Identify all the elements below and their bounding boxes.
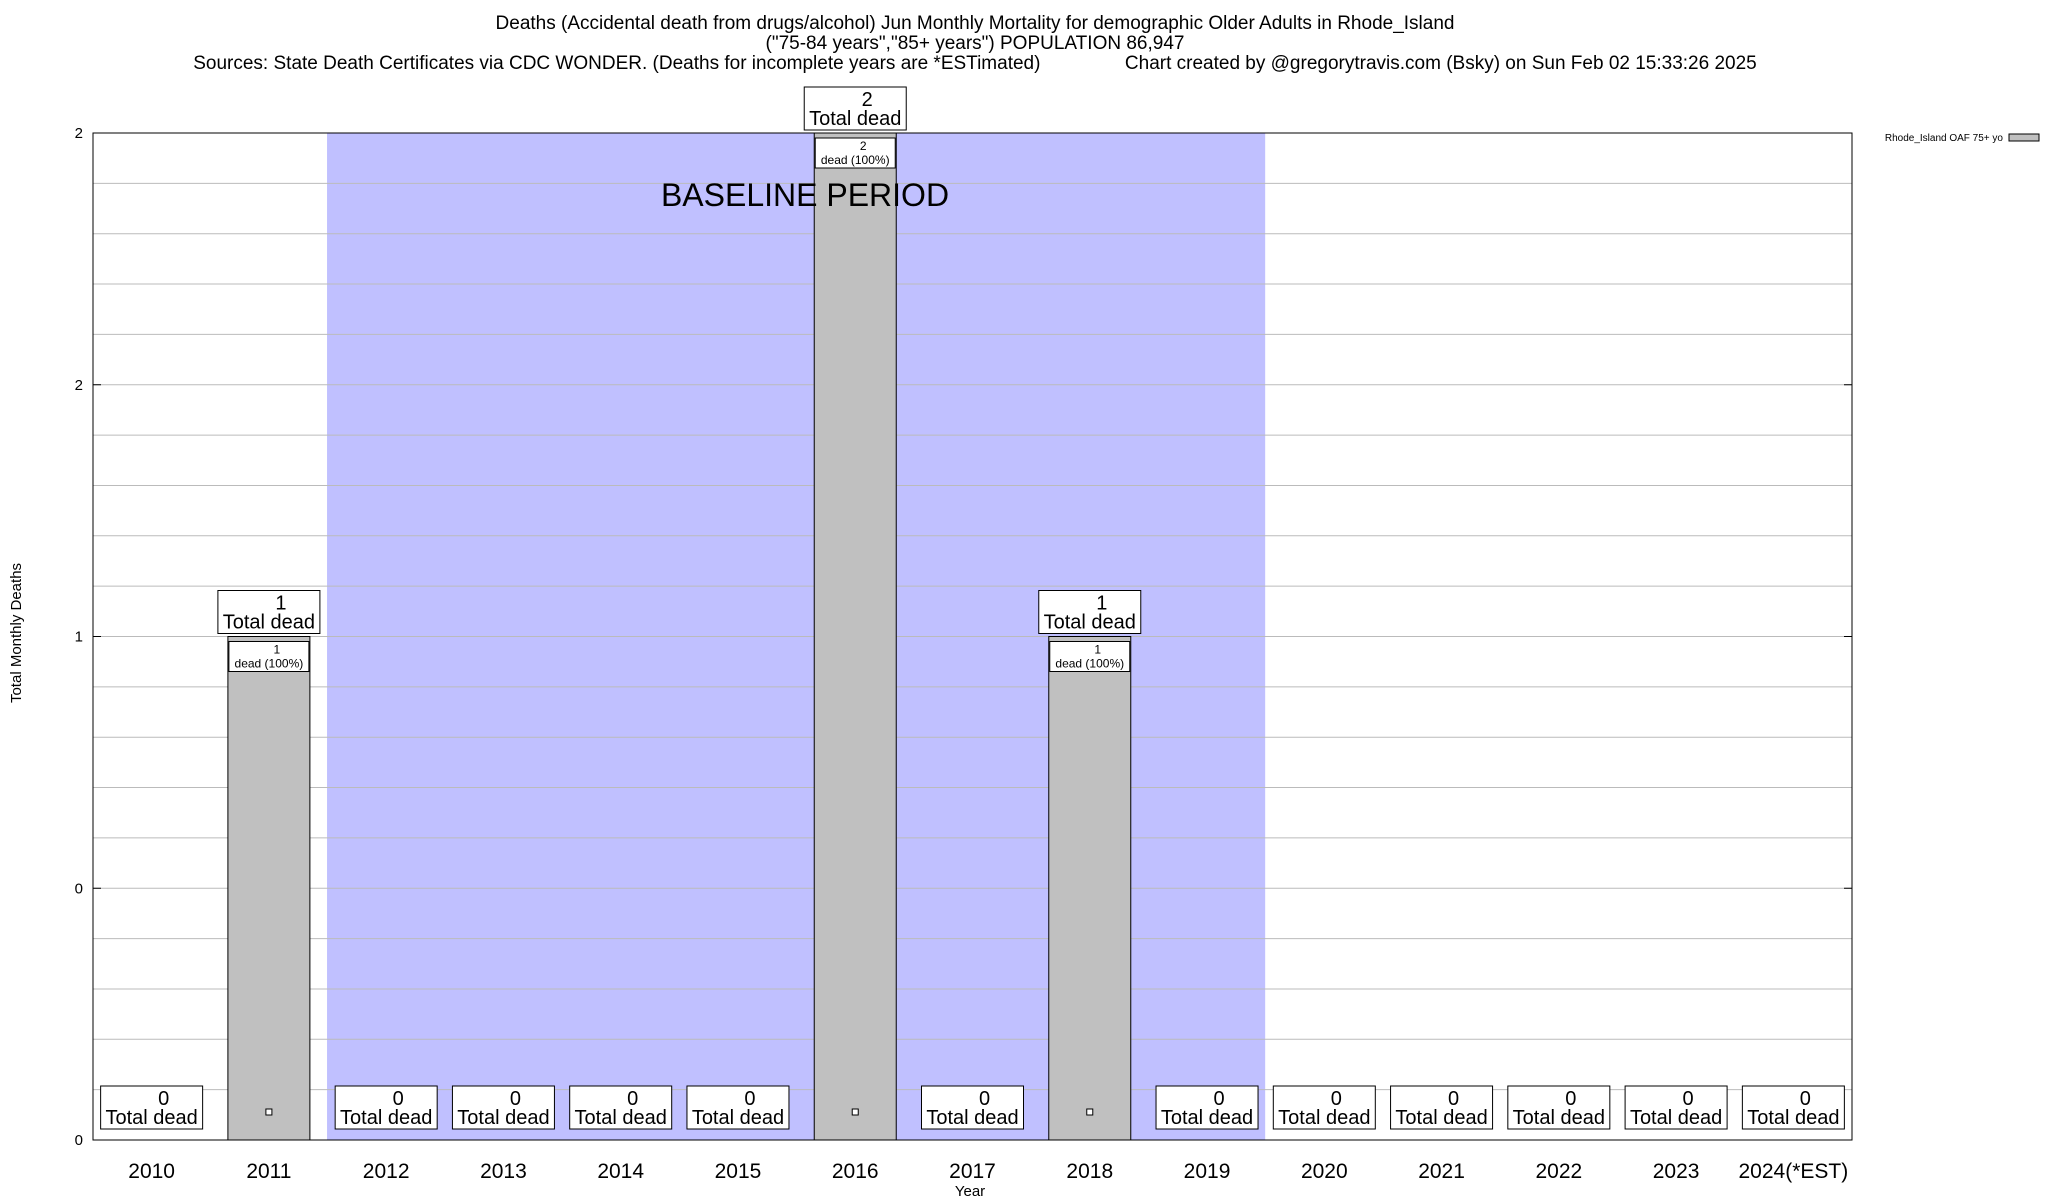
y-axis-label: Total Monthly Deaths bbox=[8, 563, 25, 703]
bar-inner-label-box bbox=[814, 137, 896, 169]
total-dead-box bbox=[334, 1085, 438, 1130]
y-tick-label: 1 bbox=[75, 629, 83, 646]
chart-title-line-2: ("75-84 years","85+ years") POPULATION 8… bbox=[765, 33, 1185, 54]
x-tick-label: 2017 bbox=[949, 1160, 996, 1183]
total-dead-value: 1 bbox=[1096, 593, 1107, 615]
bar-inner-count: 2 bbox=[860, 139, 867, 153]
total-dead-box bbox=[1155, 1085, 1259, 1130]
bar-inner-label-box bbox=[228, 641, 310, 672]
x-tick-label: 2020 bbox=[1301, 1160, 1348, 1183]
bar bbox=[1048, 636, 1132, 1141]
bar-inner-label: dead (100%) bbox=[235, 657, 304, 671]
x-tick-label: 2022 bbox=[1535, 1160, 1582, 1183]
x-tick-label: 2013 bbox=[480, 1160, 527, 1183]
total-dead-value: 0 bbox=[1683, 1088, 1694, 1110]
total-dead-value: 0 bbox=[158, 1088, 169, 1110]
x-tick-label: 2012 bbox=[363, 1160, 410, 1183]
x-tick-label: 2016 bbox=[832, 1160, 879, 1183]
x-tick-label: 2019 bbox=[1184, 1160, 1231, 1183]
total-dead-label: Total dead bbox=[1044, 612, 1136, 634]
total-dead-box bbox=[451, 1085, 555, 1130]
bar-inner-count: 1 bbox=[1094, 643, 1101, 657]
bar-inner-label: dead (100%) bbox=[821, 153, 890, 167]
total-dead-box bbox=[1272, 1085, 1376, 1130]
total-dead-value: 1 bbox=[275, 593, 286, 615]
total-dead-label: Total dead bbox=[105, 1107, 197, 1129]
x-tick-marker bbox=[851, 1108, 859, 1116]
total-dead-label: Total dead bbox=[1630, 1107, 1722, 1129]
total-dead-label: Total dead bbox=[340, 1107, 432, 1129]
total-dead-label: Total dead bbox=[457, 1107, 549, 1129]
total-dead-box bbox=[217, 590, 321, 634]
bars-layer bbox=[227, 132, 1132, 1141]
total-dead-value: 0 bbox=[979, 1088, 990, 1110]
x-tick-label: 2014 bbox=[597, 1160, 644, 1183]
bar-inner-count: 1 bbox=[274, 643, 281, 657]
total-dead-label: Total dead bbox=[926, 1107, 1018, 1129]
total-dead-value: 0 bbox=[1800, 1088, 1811, 1110]
legend: Rhode_Island OAF 75+ yo bbox=[1885, 133, 2040, 144]
total-dead-box bbox=[1390, 1085, 1494, 1130]
bar bbox=[813, 132, 897, 1141]
total-dead-value: 0 bbox=[1565, 1088, 1576, 1110]
total-dead-value: 0 bbox=[627, 1088, 638, 1110]
total-dead-label: Total dead bbox=[1513, 1107, 1605, 1129]
legend-swatch bbox=[2008, 133, 2040, 142]
baseline-period-label: BASELINE PERIOD bbox=[661, 177, 949, 213]
chart-title-line-1: Deaths (Accidental death from drugs/alco… bbox=[495, 13, 1455, 34]
total-dead-box bbox=[803, 86, 907, 131]
x-tick-marker bbox=[265, 1108, 273, 1116]
x-tick-label: 2021 bbox=[1418, 1160, 1465, 1183]
x-tick-label: 2010 bbox=[128, 1160, 175, 1183]
y-tick-label: 0 bbox=[75, 880, 83, 897]
total-dead-box bbox=[686, 1085, 790, 1130]
total-dead-value: 0 bbox=[393, 1088, 404, 1110]
bar-inner-label: dead (100%) bbox=[1055, 657, 1124, 671]
sources-text: Sources: State Death Certificates via CD… bbox=[193, 53, 1041, 74]
x-tick-label: 2011 bbox=[246, 1160, 291, 1183]
total-dead-box bbox=[1507, 1085, 1611, 1130]
bar-inner-label-box bbox=[1049, 641, 1131, 672]
total-dead-label: Total dead bbox=[575, 1107, 667, 1129]
x-axis-label: Year bbox=[955, 1183, 985, 1200]
total-dead-label: Total dead bbox=[1747, 1107, 1839, 1129]
x-tick-label: 2015 bbox=[715, 1160, 762, 1183]
x-tick-marker bbox=[1086, 1108, 1094, 1116]
x-tick-label: 2018 bbox=[1066, 1160, 1113, 1183]
bar bbox=[227, 636, 311, 1141]
y-tick-label: 2 bbox=[75, 377, 83, 394]
total-dead-box bbox=[921, 1085, 1024, 1130]
total-dead-box bbox=[1624, 1085, 1728, 1130]
total-dead-value: 0 bbox=[744, 1088, 755, 1110]
y-tick-label: 2 bbox=[75, 125, 83, 142]
total-dead-value: 0 bbox=[1213, 1088, 1224, 1110]
total-dead-value: 0 bbox=[1331, 1088, 1342, 1110]
y-tick-label: 0 bbox=[75, 1132, 83, 1149]
credit-text: Chart created by @gregorytravis.com (Bsk… bbox=[1124, 53, 1757, 74]
plot-frame-layer: 0 0 1 2 2 bbox=[75, 125, 1853, 1149]
chart-sources-line: Sources: State Death Certificates via CD… bbox=[0, 54, 1950, 74]
x-tick-label: 2024(*EST) bbox=[1739, 1160, 1849, 1183]
total-dead-box bbox=[1741, 1085, 1845, 1130]
x-tick-label: 2023 bbox=[1653, 1160, 1700, 1183]
total-dead-box bbox=[100, 1085, 204, 1130]
total-dead-value: 0 bbox=[1448, 1088, 1459, 1110]
total-dead-box bbox=[1038, 590, 1142, 634]
total-dead-label: Total dead bbox=[692, 1107, 784, 1129]
legend-entry-label: Rhode_Island OAF 75+ yo bbox=[1885, 133, 2004, 144]
total-dead-label: Total dead bbox=[1395, 1107, 1487, 1129]
total-dead-value: 2 bbox=[862, 89, 873, 111]
total-dead-label: Total dead bbox=[809, 108, 901, 130]
total-dead-value: 0 bbox=[510, 1088, 521, 1110]
total-dead-label: Total dead bbox=[1161, 1107, 1253, 1129]
total-dead-label: Total dead bbox=[1278, 1107, 1370, 1129]
total-dead-box bbox=[569, 1085, 673, 1130]
total-dead-label: Total dead bbox=[223, 612, 315, 634]
